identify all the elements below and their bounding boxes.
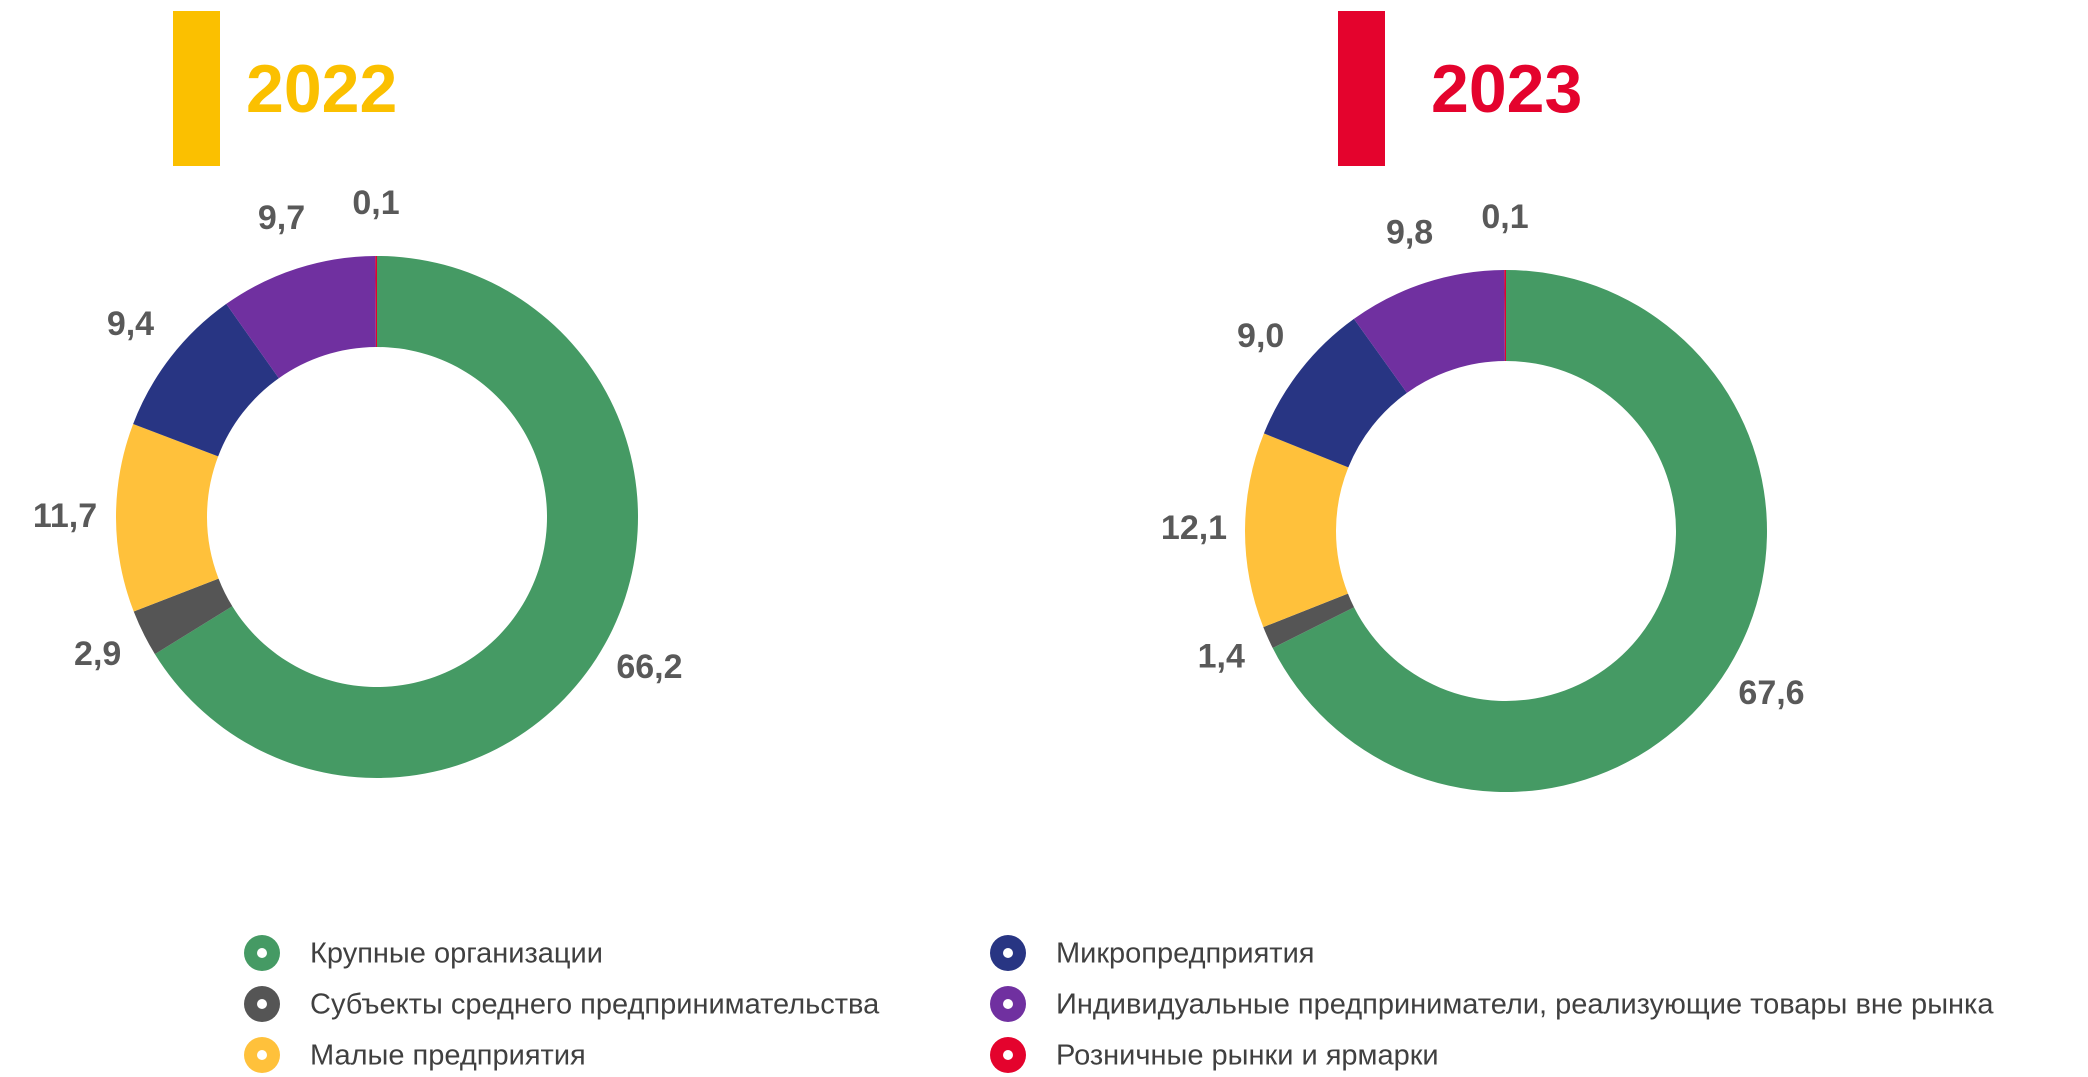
data-label: 9,4 <box>107 305 154 343</box>
donut-segment <box>115 423 219 612</box>
legend-swatch-dot <box>257 948 267 958</box>
data-label: 9,8 <box>1386 213 1433 251</box>
chart-title: 2022 <box>246 51 397 127</box>
data-label: 67,6 <box>1738 674 1804 712</box>
legend-swatch-dot <box>1003 948 1013 958</box>
data-label: 0,1 <box>1481 198 1528 236</box>
legend-label: Малые предприятия <box>310 1040 586 1072</box>
data-label: 66,2 <box>616 648 682 686</box>
legend-swatch-dot <box>257 999 267 1009</box>
donut-segment <box>375 256 377 348</box>
donut-segment <box>1263 593 1355 649</box>
donut-segment <box>1353 270 1505 393</box>
data-label: 2,9 <box>74 635 121 673</box>
donut-segment <box>1272 270 1768 792</box>
data-label: 9,0 <box>1237 317 1284 355</box>
chart-title: 2023 <box>1431 51 1582 127</box>
donut-segment <box>133 578 233 655</box>
data-label: 1,4 <box>1198 637 1245 675</box>
donut-segment <box>1263 318 1407 468</box>
data-label: 9,7 <box>258 199 305 237</box>
legend-swatch-dot <box>1003 999 1013 1009</box>
title-accent <box>173 11 220 166</box>
legend-label: Розничные рынки и ярмарки <box>1056 1040 1439 1072</box>
legend-label: Субъекты среднего предпринимательства <box>310 989 880 1021</box>
legend-swatch-dot <box>1003 1050 1013 1060</box>
donut-segment <box>133 303 279 457</box>
data-label: 0,1 <box>352 184 399 222</box>
legend-label: Индивидуальные предприниматели, реализую… <box>1056 989 1994 1021</box>
donut-segment <box>154 256 638 778</box>
data-label: 11,7 <box>33 497 97 535</box>
legend-label: Микропредприятия <box>1056 938 1314 970</box>
title-accent <box>1338 11 1385 166</box>
donut-segment <box>226 256 376 379</box>
donut-segment <box>1504 270 1506 362</box>
legend-swatch-dot <box>257 1050 267 1060</box>
donut-segment <box>1245 433 1349 628</box>
legend-label: Крупные организации <box>310 938 603 970</box>
data-label: 12,1 <box>1161 509 1227 547</box>
